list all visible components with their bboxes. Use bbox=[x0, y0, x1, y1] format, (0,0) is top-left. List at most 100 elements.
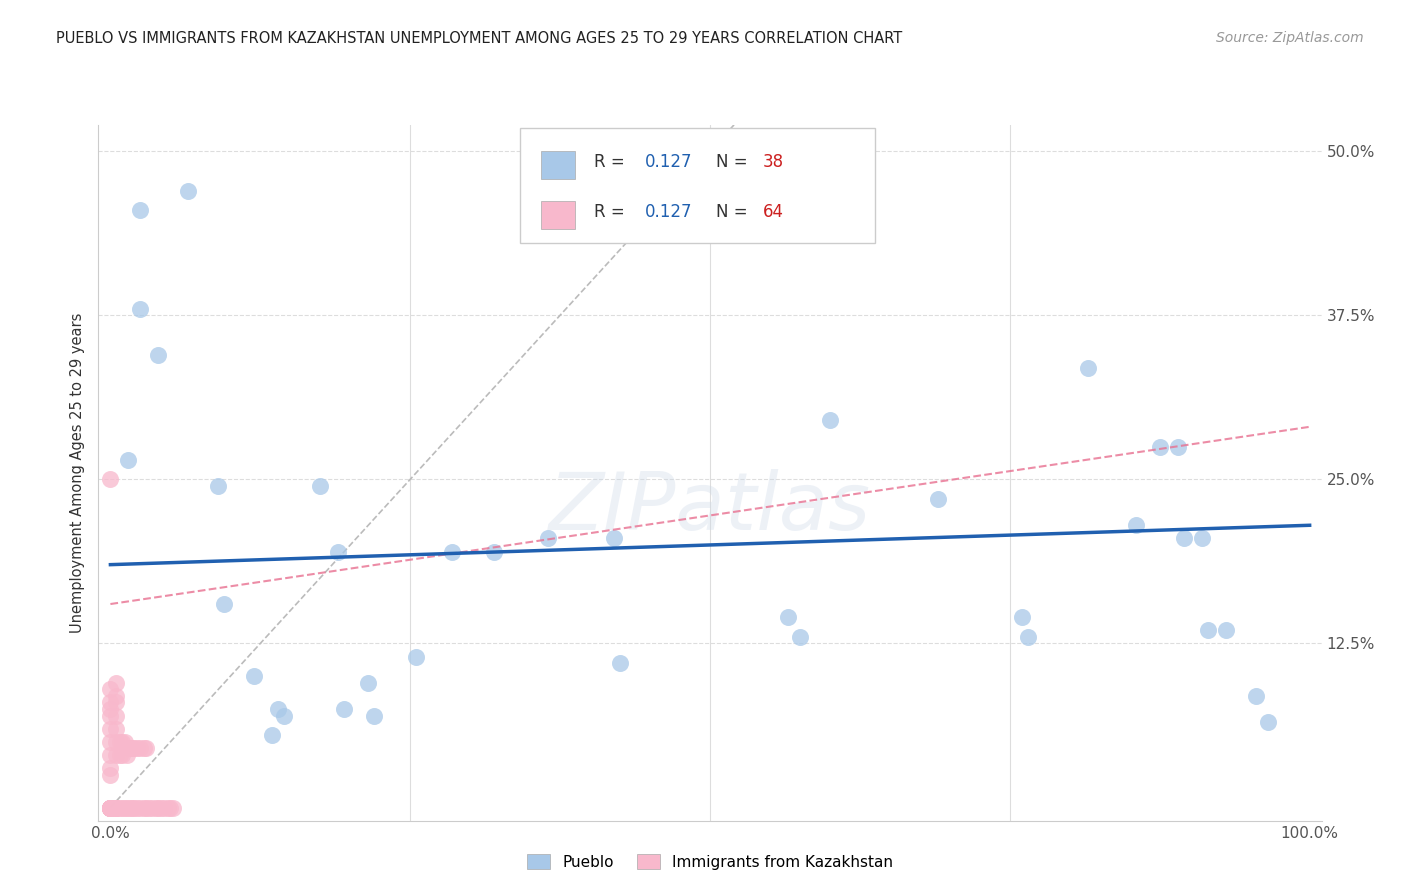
Point bbox=[108, 747, 131, 762]
Point bbox=[111, 735, 134, 749]
Point bbox=[1244, 689, 1267, 703]
Point bbox=[124, 800, 146, 814]
Point bbox=[105, 800, 128, 814]
Point bbox=[149, 800, 172, 814]
FancyBboxPatch shape bbox=[541, 152, 575, 179]
Point bbox=[273, 708, 295, 723]
Point bbox=[100, 761, 122, 775]
Point bbox=[1149, 440, 1171, 454]
Point bbox=[100, 800, 122, 814]
Point bbox=[100, 682, 122, 697]
Point bbox=[1191, 532, 1213, 546]
Point bbox=[207, 479, 229, 493]
Point bbox=[108, 800, 131, 814]
Point bbox=[243, 669, 266, 683]
Point bbox=[357, 675, 380, 690]
Point bbox=[789, 630, 811, 644]
Point bbox=[333, 702, 356, 716]
Point bbox=[145, 800, 167, 814]
Point bbox=[818, 413, 841, 427]
Point bbox=[105, 747, 128, 762]
Point bbox=[105, 722, 128, 736]
Point bbox=[156, 800, 179, 814]
Point bbox=[115, 747, 138, 762]
Point bbox=[177, 184, 200, 198]
Point bbox=[328, 544, 350, 558]
Point bbox=[309, 479, 332, 493]
Y-axis label: Unemployment Among Ages 25 to 29 years: Unemployment Among Ages 25 to 29 years bbox=[69, 312, 84, 633]
Point bbox=[100, 800, 122, 814]
Point bbox=[125, 800, 148, 814]
Point bbox=[129, 203, 152, 218]
Point bbox=[100, 800, 122, 814]
Point bbox=[135, 800, 157, 814]
Point bbox=[1215, 624, 1237, 638]
Point bbox=[482, 544, 505, 558]
Point bbox=[1173, 532, 1195, 546]
Point bbox=[141, 800, 163, 814]
Point bbox=[441, 544, 464, 558]
Point bbox=[100, 800, 122, 814]
Point bbox=[405, 649, 427, 664]
Point bbox=[100, 472, 122, 486]
Text: ZIPatlas: ZIPatlas bbox=[548, 468, 872, 547]
Point bbox=[105, 708, 128, 723]
Point bbox=[129, 301, 152, 316]
Point bbox=[124, 741, 146, 756]
Text: 0.127: 0.127 bbox=[645, 202, 693, 221]
Point bbox=[214, 597, 236, 611]
Point bbox=[100, 696, 122, 710]
Point bbox=[1257, 715, 1279, 730]
Point bbox=[105, 735, 128, 749]
Point bbox=[105, 696, 128, 710]
Point bbox=[100, 708, 122, 723]
Point bbox=[1125, 518, 1147, 533]
Point bbox=[1167, 440, 1189, 454]
Text: R =: R = bbox=[593, 202, 630, 221]
FancyBboxPatch shape bbox=[541, 202, 575, 229]
Point bbox=[121, 741, 143, 756]
Point bbox=[105, 800, 128, 814]
Point bbox=[1197, 624, 1219, 638]
Point bbox=[100, 767, 122, 781]
Point bbox=[609, 656, 631, 670]
Point bbox=[129, 800, 152, 814]
FancyBboxPatch shape bbox=[520, 128, 875, 244]
Text: 0.127: 0.127 bbox=[645, 153, 693, 170]
Point bbox=[1017, 630, 1039, 644]
Point bbox=[105, 800, 128, 814]
Point bbox=[100, 800, 122, 814]
Point bbox=[153, 800, 176, 814]
Text: PUEBLO VS IMMIGRANTS FROM KAZAKHSTAN UNEMPLOYMENT AMONG AGES 25 TO 29 YEARS CORR: PUEBLO VS IMMIGRANTS FROM KAZAKHSTAN UNE… bbox=[56, 31, 903, 46]
Point bbox=[108, 735, 131, 749]
Text: N =: N = bbox=[716, 202, 754, 221]
Point bbox=[118, 741, 141, 756]
Point bbox=[603, 532, 626, 546]
Point bbox=[138, 800, 160, 814]
Point bbox=[262, 728, 284, 742]
Point bbox=[114, 735, 136, 749]
Point bbox=[100, 702, 122, 716]
Point bbox=[100, 800, 122, 814]
Text: 64: 64 bbox=[762, 202, 783, 221]
Point bbox=[1077, 360, 1099, 375]
Point bbox=[776, 610, 799, 624]
Point bbox=[115, 800, 138, 814]
Point bbox=[363, 708, 385, 723]
Point bbox=[162, 800, 184, 814]
Point bbox=[148, 348, 170, 362]
Point bbox=[132, 800, 155, 814]
Point bbox=[159, 800, 181, 814]
Point bbox=[267, 702, 290, 716]
Point bbox=[118, 800, 141, 814]
Point bbox=[105, 675, 128, 690]
Point bbox=[105, 800, 128, 814]
Point bbox=[100, 735, 122, 749]
Point bbox=[111, 747, 134, 762]
Point bbox=[100, 722, 122, 736]
Text: N =: N = bbox=[716, 153, 754, 170]
Point bbox=[100, 800, 122, 814]
Point bbox=[117, 452, 139, 467]
Point bbox=[111, 800, 134, 814]
Point bbox=[927, 491, 949, 506]
